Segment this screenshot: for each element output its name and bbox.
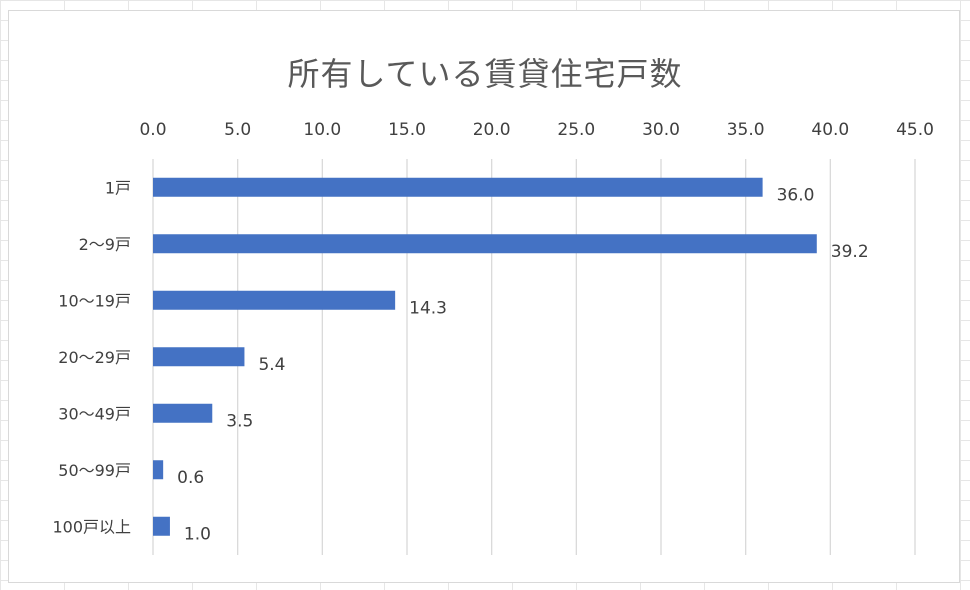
category-label: 50〜99戸 [58, 461, 131, 480]
chart-title: 所有している賃貸住宅戸数 [287, 55, 683, 93]
x-tick-label: 20.0 [473, 120, 511, 140]
x-tick-label: 5.0 [224, 120, 251, 140]
data-label: 3.5 [226, 411, 253, 431]
category-label: 1戸 [105, 178, 131, 197]
category-label: 100戸以上 [52, 517, 131, 536]
category-label: 30〜49戸 [58, 404, 131, 423]
bar-chart: 0.0 5.0 10.0 15.0 20.0 25.0 30.0 35.0 40.0 45.0 1戸… [52, 120, 934, 555]
bar [153, 177, 763, 197]
x-tick-label: 35.0 [727, 120, 765, 140]
bar [153, 347, 245, 367]
bar [153, 290, 396, 310]
category-label: 20〜29戸 [58, 348, 131, 367]
x-tick-label: 45.0 [896, 120, 934, 140]
x-tick-label: 15.0 [388, 120, 426, 140]
data-label: 14.3 [409, 298, 447, 318]
x-tick-label: 30.0 [642, 120, 680, 140]
x-tick-label: 0.0 [139, 120, 166, 140]
category-label: 2〜9戸 [79, 235, 131, 254]
data-label: 5.4 [258, 355, 285, 375]
category-label: 10〜19戸 [58, 291, 131, 310]
chart-area[interactable]: 所有している賃貸住宅戸数 0.0 5.0 10.0 15.0 20.0 25.0 30.0 3… [8, 10, 960, 583]
x-tick-label: 10.0 [303, 120, 341, 140]
data-label: 0.6 [177, 468, 204, 488]
x-tick-label: 25.0 [557, 120, 595, 140]
bar [153, 234, 817, 254]
data-label: 36.0 [777, 185, 815, 205]
bar [153, 516, 170, 536]
data-label: 39.2 [831, 242, 869, 262]
x-tick-label: 40.0 [811, 120, 849, 140]
bar [153, 460, 164, 480]
bar [153, 403, 213, 423]
data-label: 1.0 [184, 524, 211, 544]
